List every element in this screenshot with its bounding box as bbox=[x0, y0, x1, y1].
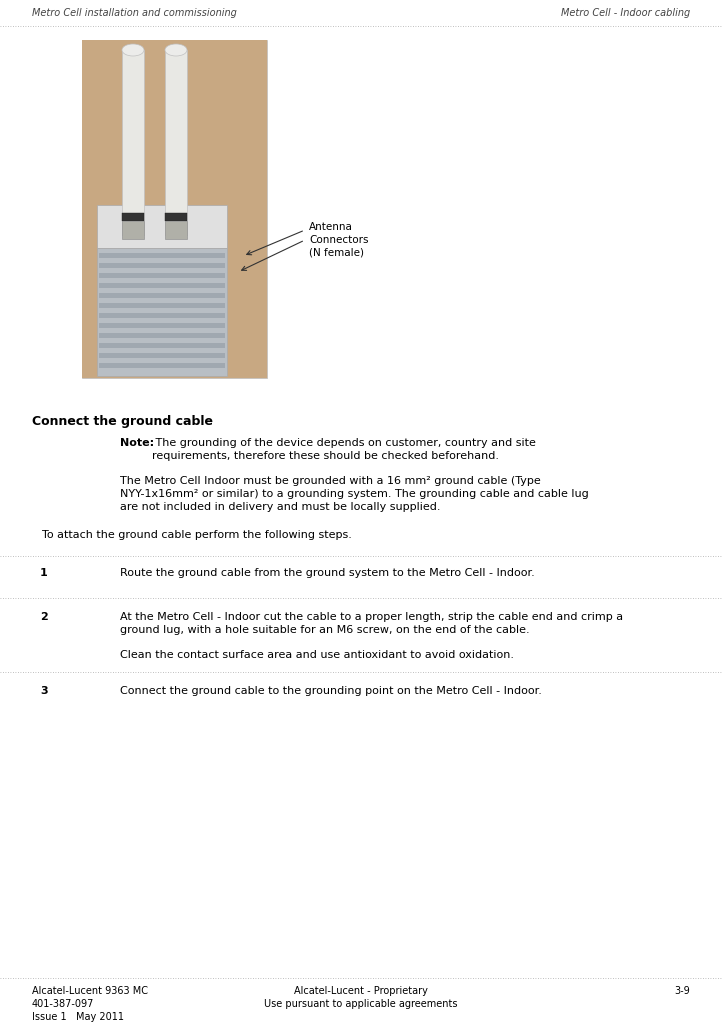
Text: 3: 3 bbox=[40, 686, 48, 696]
Bar bbox=[165, 221, 187, 239]
Text: 2: 2 bbox=[40, 612, 48, 622]
Bar bbox=[82, 40, 267, 378]
Bar bbox=[99, 363, 225, 368]
Bar bbox=[122, 221, 144, 239]
Bar bbox=[99, 292, 225, 297]
Bar bbox=[99, 283, 225, 288]
Text: Connect the ground cable: Connect the ground cable bbox=[32, 415, 213, 428]
Bar bbox=[99, 313, 225, 318]
Bar bbox=[122, 213, 144, 221]
Bar bbox=[97, 247, 227, 376]
Text: To attach the ground cable perform the following steps.: To attach the ground cable perform the f… bbox=[42, 530, 352, 540]
Bar bbox=[99, 252, 225, 258]
Text: 3-9: 3-9 bbox=[674, 986, 690, 996]
Text: Alcatel-Lucent 9363 MC
401-387-097
Issue 1   May 2011: Alcatel-Lucent 9363 MC 401-387-097 Issue… bbox=[32, 986, 148, 1022]
Bar bbox=[165, 50, 187, 235]
Text: The Metro Cell Indoor must be grounded with a 16 mm² ground cable (Type
NYY-1x16: The Metro Cell Indoor must be grounded w… bbox=[120, 476, 588, 512]
Text: Metro Cell installation and commissioning: Metro Cell installation and commissionin… bbox=[32, 8, 237, 18]
Text: Note:: Note: bbox=[120, 438, 154, 448]
Text: Connect the ground cable to the grounding point on the Metro Cell - Indoor.: Connect the ground cable to the groundin… bbox=[120, 686, 542, 696]
Text: The grounding of the device depends on customer, country and site
requirements, : The grounding of the device depends on c… bbox=[152, 438, 536, 461]
Bar bbox=[99, 273, 225, 278]
Bar bbox=[99, 303, 225, 308]
Bar bbox=[122, 50, 144, 235]
Bar bbox=[82, 40, 267, 378]
Text: Metro Cell - Indoor cabling: Metro Cell - Indoor cabling bbox=[561, 8, 690, 18]
Text: Route the ground cable from the ground system to the Metro Cell - Indoor.: Route the ground cable from the ground s… bbox=[120, 568, 535, 578]
Bar bbox=[97, 205, 227, 247]
Bar bbox=[99, 333, 225, 337]
Bar bbox=[99, 353, 225, 358]
Bar bbox=[99, 342, 225, 347]
Text: Alcatel-Lucent - Proprietary
Use pursuant to applicable agreements: Alcatel-Lucent - Proprietary Use pursuan… bbox=[264, 986, 458, 1009]
Ellipse shape bbox=[122, 44, 144, 56]
Text: Antenna
Connectors
(N female): Antenna Connectors (N female) bbox=[309, 222, 368, 258]
Text: Clean the contact surface area and use antioxidant to avoid oxidation.: Clean the contact surface area and use a… bbox=[120, 650, 514, 660]
Bar bbox=[165, 213, 187, 221]
Ellipse shape bbox=[165, 44, 187, 56]
Bar bbox=[99, 263, 225, 268]
Text: At the Metro Cell - Indoor cut the cable to a proper length, strip the cable end: At the Metro Cell - Indoor cut the cable… bbox=[120, 612, 623, 635]
Text: 1: 1 bbox=[40, 568, 48, 578]
Bar bbox=[99, 323, 225, 328]
